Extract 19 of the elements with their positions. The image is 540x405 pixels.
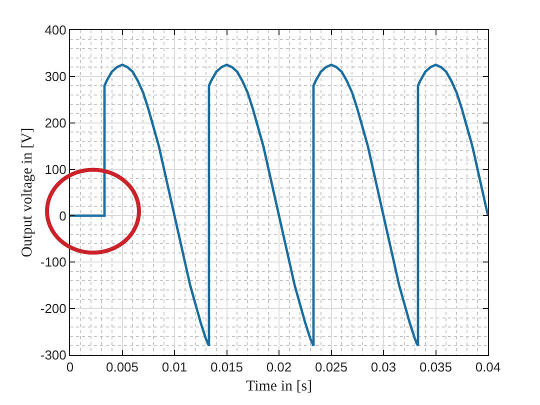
y-tick-label: 100	[44, 162, 66, 177]
y-tick-label: 300	[44, 68, 66, 84]
x-axis-title: Time in [s]	[246, 378, 312, 395]
y-tick-label: -200	[40, 301, 66, 316]
line-series	[70, 64, 488, 347]
x-tick-label: 0.025	[314, 360, 348, 375]
x-tick-label: 0.04	[475, 360, 501, 375]
y-tick-label: -300	[40, 348, 66, 363]
x-tick-label: 0.035	[419, 360, 452, 375]
x-tick-label: 0.03	[370, 360, 396, 375]
y-tick-label: 0	[59, 208, 66, 224]
x-tick-label: 0.01	[162, 360, 188, 375]
y-axis-title: Output voltage in [V]	[20, 128, 36, 258]
y-tick-label: -100	[40, 254, 66, 270]
x-tick-label: 0.015	[210, 360, 244, 375]
y-tick-label: 400	[44, 22, 66, 38]
x-tick-label: 0.02	[266, 360, 292, 375]
x-tick-label: 0.005	[106, 360, 139, 375]
y-tick-label: 200	[44, 115, 66, 130]
